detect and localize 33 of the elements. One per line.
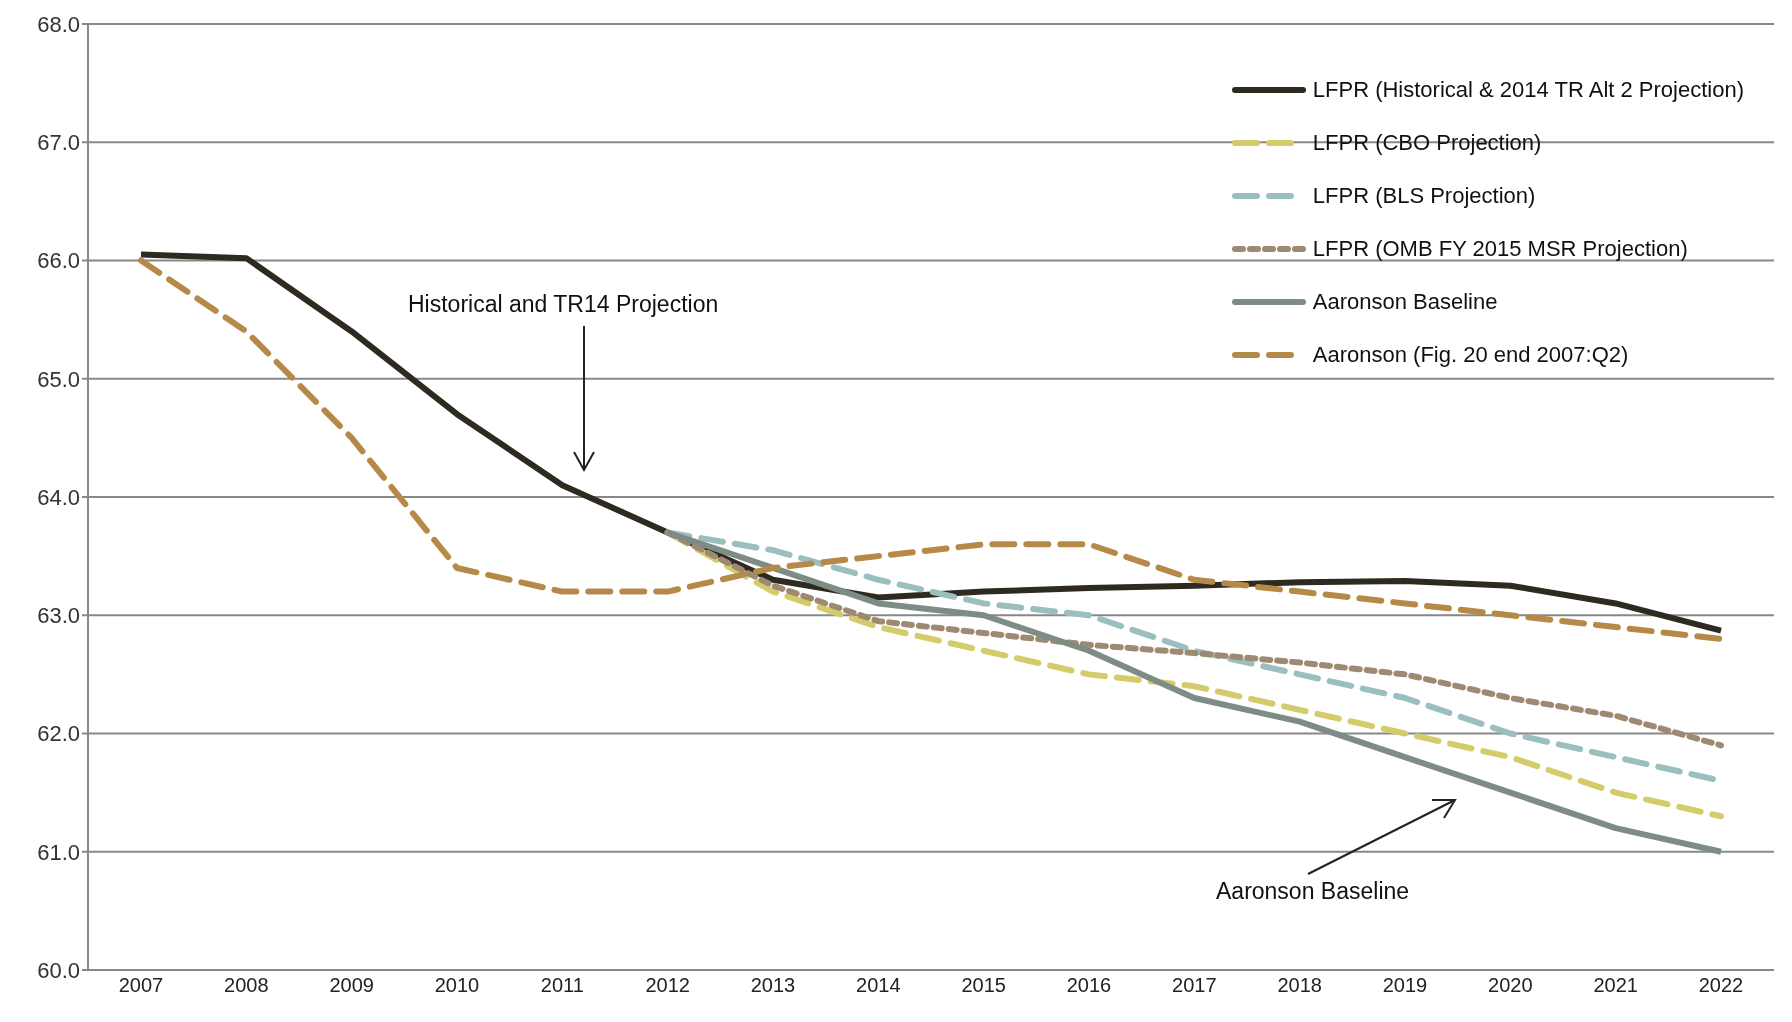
y-tick-label: 65.0 <box>37 366 80 392</box>
x-tick-label: 2013 <box>750 974 796 997</box>
x-tick-label: 2015 <box>961 974 1006 997</box>
annotation: Aaronson Baseline <box>1216 878 1410 905</box>
x-tick-label: 2021 <box>1593 974 1638 997</box>
x-tick-label: 2008 <box>224 974 269 997</box>
annotation: Historical and TR14 Projection <box>408 291 719 318</box>
x-tick-label: 2010 <box>434 974 480 997</box>
y-tick-label: 63.0 <box>37 603 80 629</box>
y-tick-label: 60.0 <box>37 957 80 983</box>
x-tick-label: 2012 <box>645 974 690 997</box>
legend-label: Aaronson (Fig. 20 end 2007:Q2) <box>1312 341 1629 368</box>
y-tick-label: 64.0 <box>37 484 80 510</box>
x-tick-label: 2020 <box>1488 974 1533 997</box>
x-tick-label: 2019 <box>1382 974 1428 997</box>
x-tick-label: 2009 <box>329 974 374 997</box>
x-tick-label: 2014 <box>856 974 901 997</box>
legend-label: Aaronson Baseline <box>1312 288 1498 315</box>
x-tick-label: 2017 <box>1172 974 1217 997</box>
legend-label: LFPR (Historical & 2014 TR Alt 2 Projection) <box>1312 76 1744 103</box>
y-tick-label: 62.0 <box>37 721 80 747</box>
y-tick-label: 61.0 <box>37 839 80 865</box>
x-tick-label: 2007 <box>118 974 164 997</box>
x-tick-label: 2022 <box>1698 974 1744 997</box>
x-tick-label: 2016 <box>1066 974 1112 997</box>
y-tick-label: 67.0 <box>37 130 80 156</box>
x-tick-label: 2018 <box>1277 974 1322 997</box>
y-tick-label: 66.0 <box>37 248 80 274</box>
y-tick-label: 68.0 <box>37 11 80 37</box>
x-tick-label: 2011 <box>540 974 584 997</box>
legend-label: LFPR (CBO Projection) <box>1312 129 1542 156</box>
legend-label: LFPR (OMB FY 2015 MSR Projection) <box>1312 235 1688 262</box>
legend-label: LFPR (BLS Projection) <box>1312 182 1536 209</box>
